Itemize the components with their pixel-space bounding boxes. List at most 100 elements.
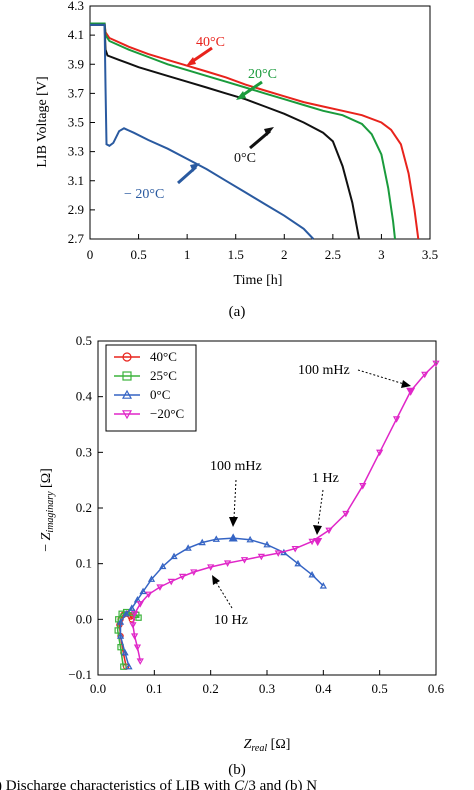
panel-a-series-line-1 [90, 22, 396, 240]
annotation-1hz: 1 Hz [312, 471, 339, 486]
data-point [125, 662, 133, 670]
data-point [122, 352, 132, 362]
panel-b-ytick-label: 0.1 [76, 556, 92, 571]
panel-b-xtick-label: 0.0 [90, 681, 106, 696]
data-point [121, 410, 133, 420]
annotation-arrowhead-40c [186, 57, 196, 66]
panel-a-xtick-label: 2.5 [325, 247, 341, 262]
data-point [156, 584, 164, 591]
legend-entry-label: 40°C [150, 349, 177, 364]
data-point [228, 533, 238, 542]
legend-entry-label: 25°C [150, 368, 177, 383]
annotation-label-0c: 0°C [234, 151, 256, 166]
data-point [263, 540, 271, 548]
annotation-label-m20c: − 20°C [124, 187, 164, 202]
data-point [207, 564, 215, 571]
panel-a-xtick-label: 0 [87, 247, 94, 262]
legend-entry-label: 0°C [150, 387, 170, 402]
data-point [147, 575, 156, 582]
data-point [135, 614, 142, 621]
data-point [129, 622, 137, 629]
panel-a-ytick-label: 2.7 [68, 231, 85, 246]
panel-a-xtick-label: 1.5 [228, 247, 244, 262]
panel-b-xtick-label: 0.3 [259, 681, 275, 696]
annotation-arrowhead-20c [236, 91, 246, 100]
data-point [167, 578, 175, 586]
data-point [432, 360, 440, 368]
panel-a-ylabel: LIB Voltage [V] [35, 76, 50, 167]
annotation-arrowhead-0c [264, 127, 274, 136]
panel-a-ytick-label: 3.1 [68, 173, 84, 188]
panel-a-ytick-label: 3.9 [68, 56, 84, 71]
panel-a-xtick-label: 3.5 [422, 247, 438, 262]
panel-b-xlabel: Zreal [Ω] [244, 737, 291, 754]
data-point [240, 557, 249, 564]
annotation-arrowhead-100mhz-m20 [401, 380, 411, 388]
legend-box [105, 344, 197, 432]
panel-b-xtick-label: 0.4 [315, 681, 332, 696]
panel-b-chart: 0.0 0.1 0.2 0.3 0.4 0.5 0.6−0.10.00.10.20.30.4… [39, 333, 445, 754]
panel-a-ytick-label: 4.1 [68, 27, 84, 42]
data-point [294, 559, 302, 567]
data-point [421, 371, 429, 379]
panel-a-ytick-label: 3.3 [68, 144, 84, 159]
panel-b-series-line-2 [119, 537, 324, 667]
data-point [130, 611, 139, 618]
annotation-leader-1hz [317, 489, 324, 527]
data-point [184, 544, 192, 551]
annotation-arrowhead-1hz [313, 525, 322, 535]
annotation-leader-100mhz-0c [233, 479, 237, 519]
data-point [319, 582, 327, 589]
panel-b-ytick-label: 0.2 [76, 500, 92, 515]
panel-b-label: (b) [228, 762, 246, 778]
panel-a-series-line-0 [90, 22, 420, 240]
data-point [130, 633, 139, 640]
panel-b-xtick-label: 0.6 [428, 681, 445, 696]
panel-a-xtick-label: 2 [281, 247, 288, 262]
panel-a-ytick-label: 3.5 [68, 115, 84, 130]
data-point [170, 552, 178, 560]
data-point [136, 601, 144, 608]
data-point [121, 389, 133, 399]
annotation-100mhz-m20: 100 mHz [298, 363, 350, 378]
panel-a-xtick-label: 1 [184, 247, 191, 262]
data-point [128, 604, 136, 611]
data-point [406, 387, 416, 396]
panel-a-xlabel: Time [h] [234, 273, 283, 288]
panel-b-xtick-label: 0.1 [146, 681, 162, 696]
data-point [121, 648, 129, 656]
annotation-arrowhead-100mhz-0c [229, 517, 238, 527]
data-point [116, 618, 125, 625]
data-point [257, 553, 265, 561]
data-point [198, 538, 206, 546]
data-point [136, 658, 144, 665]
annotation-10hz: 10 Hz [214, 613, 248, 628]
data-point [392, 416, 401, 423]
legend-entry-label: −20°C [150, 406, 184, 421]
data-point [212, 535, 220, 542]
panel-b-xtick-label: 0.5 [372, 681, 388, 696]
data-point [178, 573, 187, 581]
data-point [291, 545, 299, 553]
data-point [359, 483, 367, 490]
panel-b-xtick-label: 0.2 [203, 681, 219, 696]
data-point [190, 569, 198, 576]
data-point [145, 591, 153, 599]
panel-a-series-line-2 [90, 23, 361, 240]
panel-b-ylabel: − Zimaginary [Ω] [39, 468, 56, 552]
panel-a-label: (a) [229, 304, 246, 320]
annotation-arrowhead-10hz [212, 575, 220, 585]
data-point [246, 535, 254, 543]
data-point [308, 538, 316, 546]
data-point [308, 570, 316, 578]
panel-a-xtick-label: 3 [378, 247, 385, 262]
annotation-leader-100mhz-m20 [357, 369, 405, 385]
data-point [122, 371, 132, 381]
data-point [342, 510, 350, 518]
panel-a-ytick-label: 3.7 [68, 85, 85, 100]
panel-b-ytick-label: 0.0 [76, 611, 92, 626]
panel-b-ytick-label: 0.4 [76, 389, 93, 404]
annotation-arrowhead-m20c [190, 163, 200, 172]
panel-a-xtick-label: 0.5 [130, 247, 146, 262]
